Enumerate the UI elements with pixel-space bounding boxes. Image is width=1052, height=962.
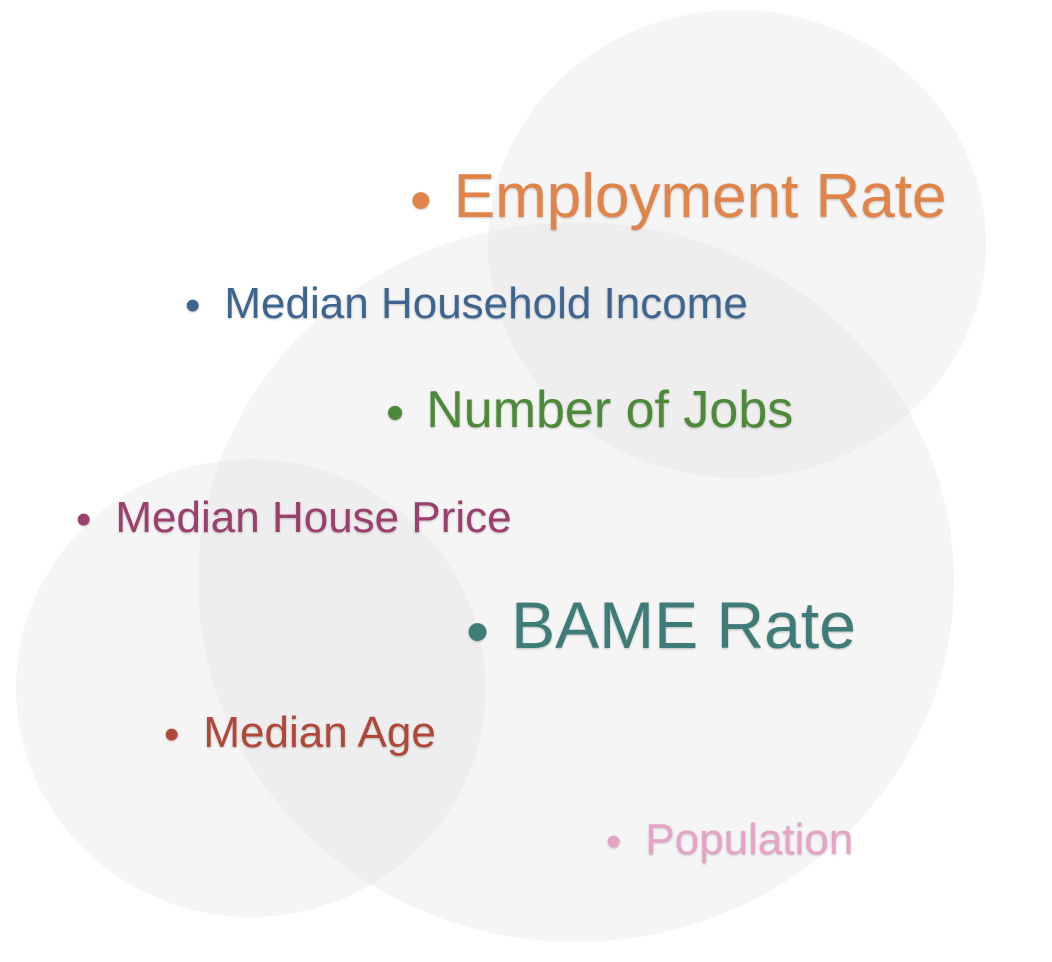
item-population: • Population xyxy=(606,818,853,864)
bullet-icon: • xyxy=(386,384,405,443)
background-circle-top-right xyxy=(488,10,986,478)
background-circle-bottom-left xyxy=(16,459,486,917)
background-circle-center xyxy=(198,222,954,942)
item-label: BAME Rate xyxy=(511,588,856,662)
item-label: Population xyxy=(645,815,854,864)
bullet-icon: • xyxy=(606,817,622,867)
item-label: Employment Rate xyxy=(453,162,947,231)
item-median-house-price: • Median House Price xyxy=(76,496,512,542)
item-employment-rate: • Employment Rate xyxy=(410,166,946,232)
bullet-icon: • xyxy=(410,165,432,235)
item-median-household-income: • Median Household Income xyxy=(185,282,748,328)
bullet-icon: • xyxy=(185,281,201,331)
item-bame-rate: • BAME Rate xyxy=(466,592,856,664)
item-number-of-jobs: • Number of Jobs xyxy=(386,384,793,439)
item-label: Number of Jobs xyxy=(426,381,794,439)
item-label: Median Household Income xyxy=(224,279,748,328)
bullet-icon: • xyxy=(76,495,92,545)
item-label: Median House Price xyxy=(115,493,512,542)
bullet-icon: • xyxy=(466,593,490,668)
bullet-icon: • xyxy=(164,710,180,760)
item-median-age: • Median Age xyxy=(164,711,436,757)
item-label: Median Age xyxy=(203,708,436,757)
